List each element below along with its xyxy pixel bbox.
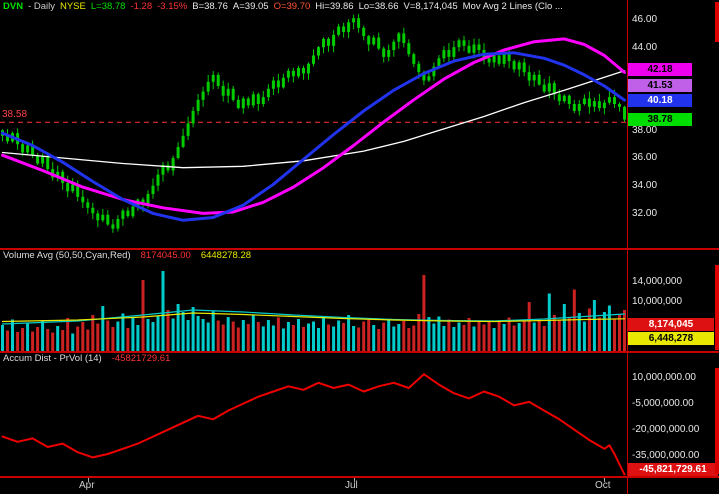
scroll-marker[interactable] (715, 2, 719, 42)
quote-field: Mov Avg 2 Lines (Clo ... (462, 1, 563, 12)
quote-field: DVN (3, 1, 24, 12)
accum-axis-tick: 10,000,000.00 (632, 372, 696, 383)
price-axis-tick: 32.00 (632, 208, 658, 219)
indicator-value: Accum Dist - PrVol (14) (3, 353, 102, 364)
volume-indicator-label: Volume Avg (50,50,Cyan,Red) 8174045.00 644… (3, 250, 261, 262)
volume-axis-tick: 14,000,000 (632, 276, 683, 287)
price-axis-badge: 41.53 (628, 79, 692, 92)
accum-axis-badge: -45,821,729.61 (628, 463, 718, 476)
volume-axis-tick: 10,000,000 (632, 296, 683, 307)
quote-field: L=38.78 (90, 1, 126, 12)
indicator-value: 6448278.28 (200, 250, 252, 261)
accum-dist-indicator-label: Accum Dist - PrVol (14) -45821729.61 (3, 353, 180, 365)
quote-field: O=39.70 (273, 1, 311, 12)
panel-separator[interactable] (0, 351, 719, 353)
volume-bars (1, 271, 626, 351)
quote-field: A=39.05 (232, 1, 269, 12)
volume-axis-badge: 6,448,278 (628, 332, 714, 345)
price-axis-badge: 40.18 (628, 94, 692, 107)
month-label: Oct (595, 480, 611, 491)
ma-white-line (1, 70, 626, 169)
quote-field: - Daily (28, 1, 55, 12)
month-tick (604, 478, 605, 482)
volume-avg-yellow-line (1, 312, 626, 323)
quote-field: -3.15% (157, 1, 188, 12)
price-axis-badge: 42.18 (628, 63, 692, 76)
accum-axis-tick: -5,000,000.00 (632, 398, 694, 409)
price-alert-label: 38.58 (2, 109, 28, 120)
month-tick (88, 478, 89, 482)
accum-dist-line (1, 373, 626, 476)
indicator-value: -45821729.61 (111, 353, 171, 364)
ma-blue-line (1, 51, 626, 222)
price-axis-tick: 36.00 (632, 152, 658, 163)
price-axis-tick: 34.00 (632, 180, 658, 191)
quote-field: Lo=38.66 (358, 1, 399, 12)
indicator-value: 8174045.00 (140, 250, 191, 261)
ma-magenta-line (1, 37, 626, 215)
price-axis-tick: 44.00 (632, 42, 658, 53)
price-axis-tick: 38.00 (632, 125, 658, 136)
quote-field: B=38.76 (192, 1, 228, 12)
accum-axis-tick: -20,000,000.00 (632, 424, 700, 435)
quote-field: Hi=39.86 (315, 1, 354, 12)
price-axis-tick: 46.00 (632, 14, 658, 25)
scroll-marker[interactable] (715, 265, 719, 350)
indicator-value: Volume Avg (50,50,Cyan,Red) (3, 250, 131, 261)
quote-header: DVN - Daily NYSE L=38.78 -1.28 -3.15% B=38.76 A… (3, 0, 568, 14)
scroll-marker[interactable] (715, 368, 719, 474)
volume-axis-badge: 8,174,045 (628, 318, 714, 331)
month-label: Apr (79, 480, 95, 491)
candlesticks (1, 13, 626, 233)
month-tick (354, 478, 355, 482)
axis-separator (627, 0, 628, 494)
panel-separator[interactable] (0, 476, 719, 478)
quote-field: NYSE (59, 1, 86, 12)
accum-axis-tick: -35,000,000.00 (632, 450, 700, 461)
price-axis-badge: 38.78 (628, 113, 692, 126)
quote-field: V=8,174,045 (403, 1, 458, 12)
quote-field: -1.28 (130, 1, 153, 12)
month-label: Jul (345, 480, 358, 491)
volume-avg-cyan-line (1, 309, 626, 325)
panel-separator[interactable] (0, 248, 719, 250)
